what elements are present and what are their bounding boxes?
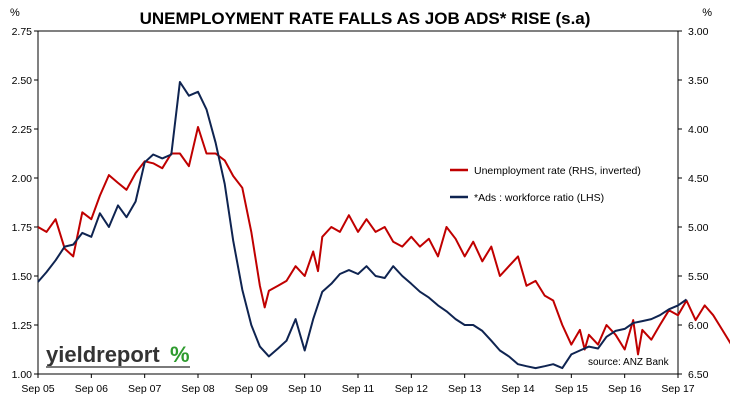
x-tick-label: Sep 13: [448, 383, 481, 395]
logo-percent-symbol: %: [170, 342, 190, 367]
x-tick-label: Sep 05: [21, 383, 54, 395]
right-tick-label: 5.00: [688, 222, 709, 234]
x-axis: Sep 05 Sep 06 Sep 07 Sep 08 Sep 09 Sep 10 Sep …: [21, 374, 695, 395]
right-tick-label: 4.50: [688, 173, 709, 185]
source-note: source: ANZ Bank: [588, 357, 670, 368]
legend: Unemployment rate (RHS, inverted) *Ads :…: [450, 165, 641, 204]
x-tick-label: Sep 08: [181, 383, 214, 395]
left-axis: 2.75 2.50 2.25 2.00 1.75 1.50 1.25 1.00: [12, 26, 38, 381]
legend-label-unemployment: Unemployment rate (RHS, inverted): [474, 165, 641, 177]
left-axis-unit: %: [10, 7, 20, 19]
right-tick-label: 6.00: [688, 320, 709, 332]
left-tick-label: 1.50: [12, 271, 33, 283]
legend-label-ads: *Ads : workforce ratio (LHS): [474, 192, 604, 204]
left-tick-label: 2.00: [12, 173, 33, 185]
left-tick-label: 2.75: [12, 26, 33, 38]
right-axis-unit: %: [702, 7, 712, 19]
chart-title: UNEMPLOYMENT RATE FALLS AS JOB ADS* RISE…: [140, 9, 591, 28]
x-tick-label: Sep 10: [288, 383, 321, 395]
right-tick-label: 3.50: [688, 75, 709, 87]
x-tick-label: Sep 14: [501, 383, 534, 395]
right-tick-label: 5.50: [688, 271, 709, 283]
logo-wordmark: yieldreport: [46, 342, 160, 367]
unemployment-rate-line: [37, 126, 730, 356]
x-tick-label: Sep 09: [235, 383, 268, 395]
x-tick-label: Sep 07: [128, 383, 161, 395]
left-tick-label: 1.00: [12, 369, 33, 381]
yieldreport-logo: yieldreport %: [46, 342, 190, 368]
right-tick-label: 4.00: [688, 124, 709, 136]
x-tick-label: Sep 16: [608, 383, 641, 395]
right-axis: 3.00 3.50 4.00 4.50 5.00 5.50 6.00 6.50: [678, 26, 709, 381]
left-tick-label: 1.75: [12, 222, 33, 234]
left-tick-label: 2.25: [12, 124, 33, 136]
right-tick-label: 3.00: [688, 26, 709, 38]
left-tick-label: 2.50: [12, 75, 33, 87]
series-layer: [37, 81, 730, 370]
ads-workforce-ratio-line: [37, 81, 688, 370]
left-tick-label: 1.25: [12, 320, 33, 332]
x-tick-label: Sep 06: [75, 383, 108, 395]
x-tick-label: Sep 17: [661, 383, 694, 395]
x-tick-label: Sep 15: [555, 383, 588, 395]
right-tick-label: 6.50: [688, 369, 709, 381]
x-tick-label: Sep 12: [395, 383, 428, 395]
logo-underline: [46, 366, 190, 368]
x-tick-label: Sep 11: [342, 383, 375, 395]
